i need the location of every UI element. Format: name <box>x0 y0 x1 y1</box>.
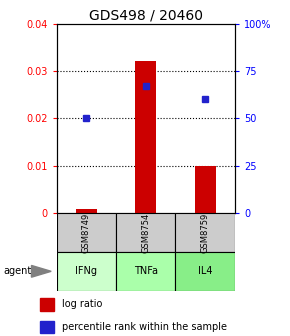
Text: agent: agent <box>3 266 31 276</box>
Bar <box>40 298 54 310</box>
Bar <box>57 213 116 252</box>
Bar <box>116 252 175 291</box>
Text: TNFa: TNFa <box>134 266 158 276</box>
Text: GSM8754: GSM8754 <box>141 213 150 253</box>
Text: percentile rank within the sample: percentile rank within the sample <box>62 322 227 332</box>
Bar <box>76 209 97 213</box>
Title: GDS498 / 20460: GDS498 / 20460 <box>89 8 203 23</box>
Polygon shape <box>31 265 51 277</box>
Bar <box>116 213 175 252</box>
Bar <box>175 252 235 291</box>
Bar <box>57 252 116 291</box>
Bar <box>175 213 235 252</box>
Text: IL4: IL4 <box>198 266 212 276</box>
Text: log ratio: log ratio <box>62 299 102 309</box>
Bar <box>135 61 156 213</box>
Bar <box>40 321 54 333</box>
Text: IFNg: IFNg <box>75 266 97 276</box>
Text: GSM8759: GSM8759 <box>201 213 210 253</box>
Bar <box>195 166 215 213</box>
Text: GSM8749: GSM8749 <box>82 213 91 253</box>
